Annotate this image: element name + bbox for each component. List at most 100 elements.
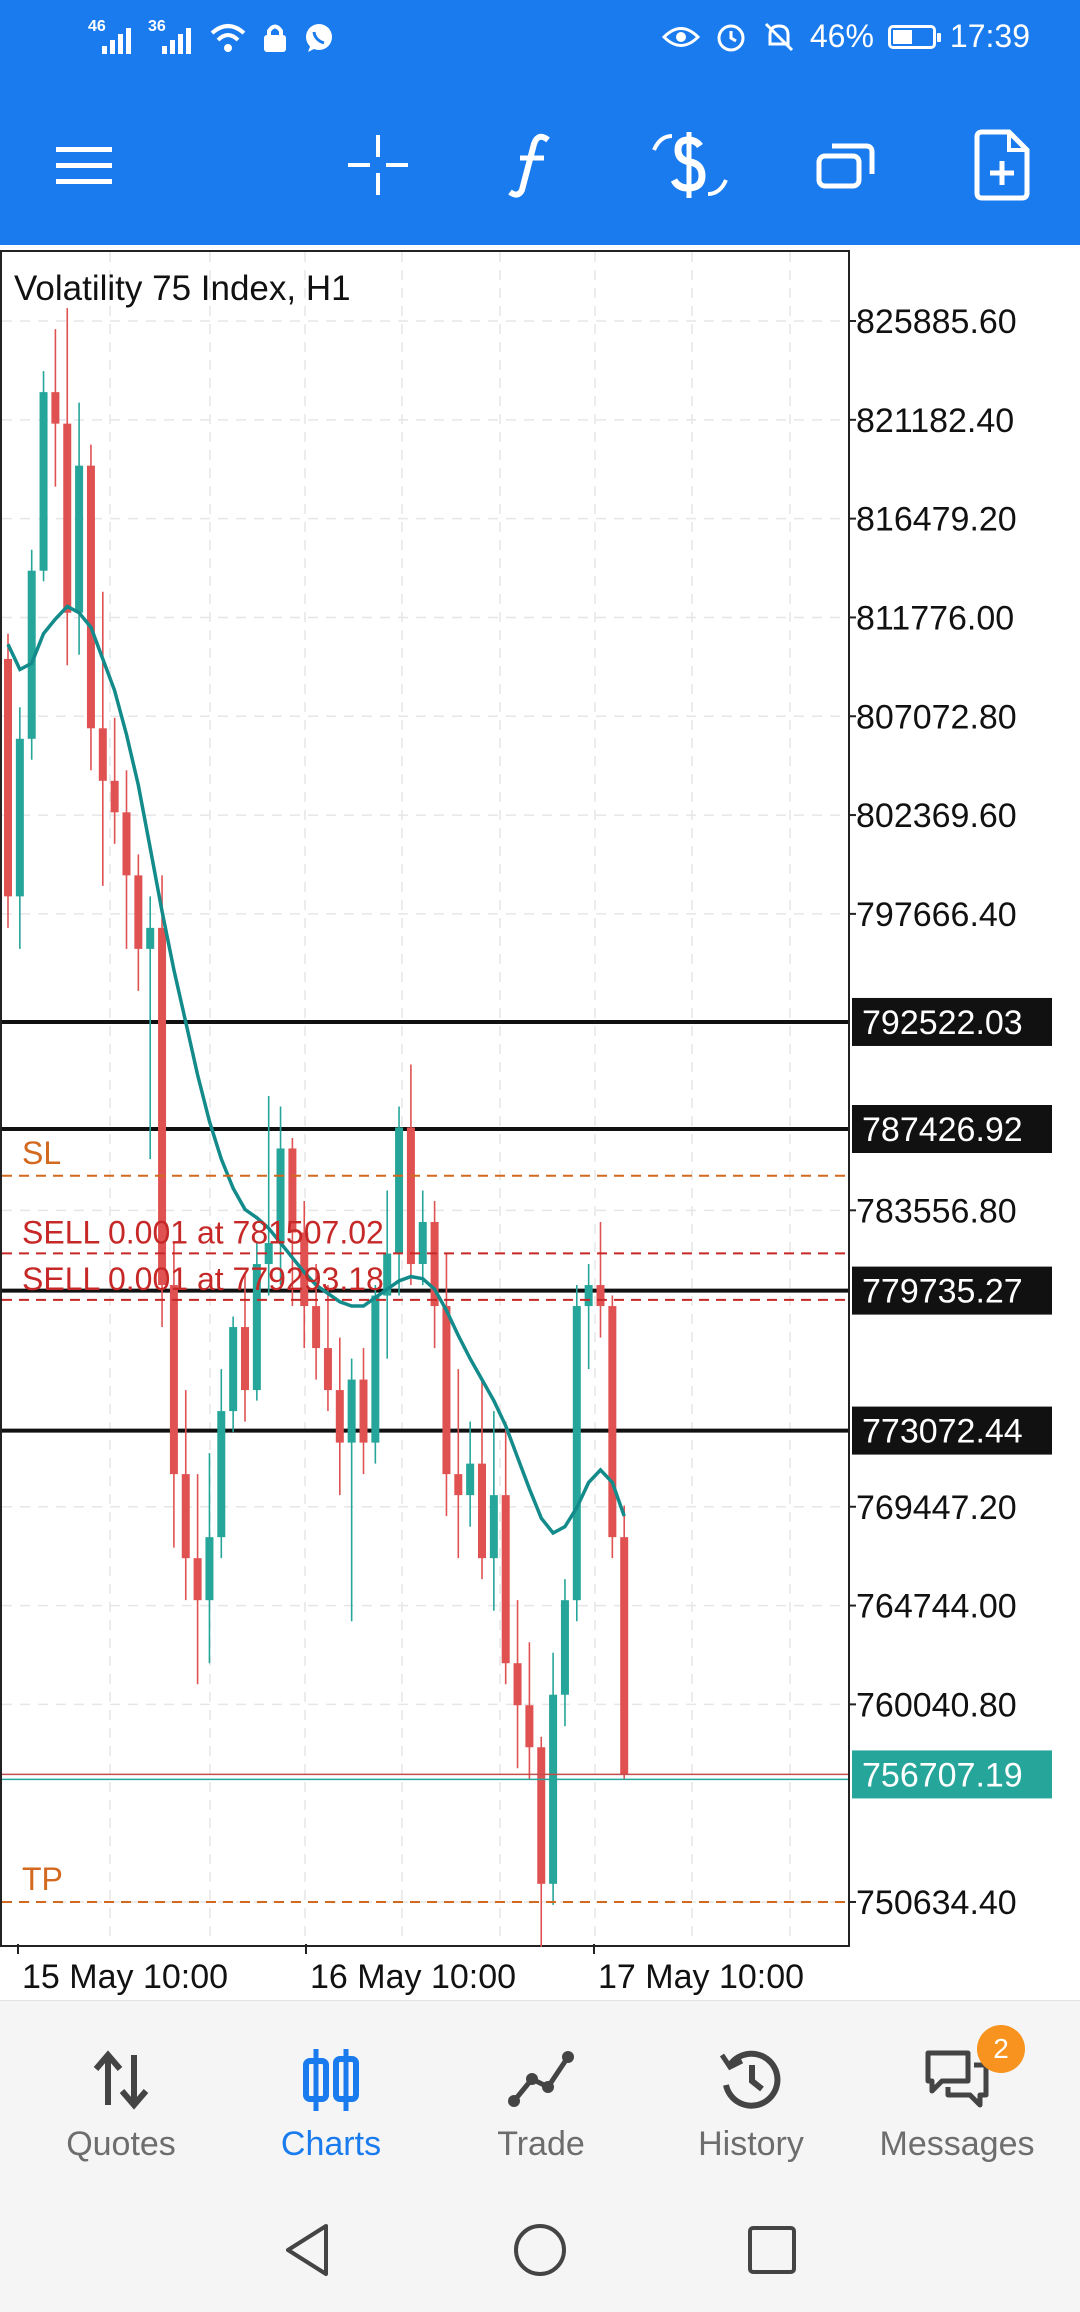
candle-bear [193, 1558, 202, 1601]
price-axis-label: 825885.60 [856, 303, 1017, 341]
price-line-badge [852, 1266, 1052, 1315]
whatsapp-icon [306, 24, 332, 52]
candle-bull [466, 1463, 475, 1496]
candle-bear [323, 1348, 332, 1391]
candle-bull [347, 1379, 356, 1443]
new-order-icon [974, 129, 1030, 201]
candle-bear [501, 1495, 510, 1664]
nav-history-label: History [698, 2125, 804, 2163]
recents-icon[interactable] [740, 2218, 804, 2282]
moving-average-line [6, 604, 626, 1536]
candle-bear [537, 1747, 546, 1884]
nav-charts-label: Charts [280, 2125, 382, 2163]
price-chart[interactable]: SL TP SELL 0.001 at 781507.02 SELL 0.001 at… [0, 250, 1080, 1995]
candle-bull [27, 570, 36, 739]
candle-bear [51, 392, 60, 424]
chart-title: Volatility 75 Index, H1 [14, 269, 351, 308]
nav-messages-label: Messages [879, 2125, 1035, 2163]
nav-charts[interactable]: Charts [231, 2001, 431, 2189]
windows-icon [816, 143, 875, 189]
candle-bear [406, 1127, 415, 1265]
price-axis-label: 797666.40 [856, 896, 1017, 934]
candle-bear [335, 1390, 344, 1443]
chart-area[interactable]: SL TP SELL 0.001 at 781507.02 SELL 0.001 at… [0, 250, 1080, 1995]
messages-badge: 2 [977, 2025, 1025, 2073]
sell-order-label: SELL 0.001 at 779293.18 [22, 1261, 384, 1297]
price-axis-label: 821182.40 [856, 402, 1014, 440]
candle-bull [39, 392, 48, 571]
candle-bear [110, 780, 119, 813]
crosshair-icon [348, 135, 408, 195]
candle-bear [513, 1663, 522, 1706]
nav-trade[interactable]: Trade [441, 2001, 641, 2189]
indicator-f-icon [508, 133, 550, 198]
trade-button[interactable] [650, 128, 730, 202]
candle-bear [478, 1463, 486, 1559]
candle-bull [560, 1600, 569, 1695]
status-right: 46% 17:39 [661, 18, 1030, 55]
candle-bull [75, 465, 84, 613]
crosshair-button[interactable] [338, 128, 418, 202]
lock-icon [264, 24, 286, 52]
candle-bull [146, 927, 155, 949]
wifi-icon [210, 24, 246, 52]
candle-bear [4, 658, 12, 897]
price-axis-label: 816479.20 [856, 501, 1017, 539]
clock: 17:39 [949, 18, 1030, 54]
candle-bull [264, 1243, 273, 1265]
candle-bear [86, 465, 95, 729]
app-header: 46 36 [0, 0, 1080, 245]
sell-order-label: SELL 0.001 at 781507.02 [22, 1214, 384, 1250]
battery-icon [887, 24, 941, 49]
status-bar: 46 36 [0, 0, 1080, 82]
candle-bear [300, 1232, 309, 1307]
price-line-label: 779735.27 [862, 1273, 1023, 1311]
candle-bull [252, 1264, 261, 1391]
home-icon[interactable] [508, 2218, 572, 2282]
plot-frame [0, 250, 850, 1947]
time-axis-label: 17 May 10:00 [598, 1958, 804, 1995]
candle-bear [63, 423, 72, 613]
take-profit-label: TP [22, 1861, 63, 1897]
time-axis-label: 15 May 10:00 [22, 1958, 228, 1995]
history-clock-icon [719, 2050, 781, 2109]
candle-bull [418, 1222, 427, 1265]
windows-button[interactable] [806, 128, 886, 202]
nav-messages[interactable]: 2 Messages [857, 2001, 1057, 2189]
nav-quotes-label: Quotes [66, 2125, 176, 2163]
chart-toolbar [0, 110, 1080, 220]
signal-icon-2: 36 [148, 18, 194, 58]
current-price-badge [852, 1750, 1052, 1799]
price-axis-label: 811776.00 [856, 599, 1014, 637]
network-type: 46 [88, 18, 106, 35]
price-axis-label: 750634.40 [856, 1884, 1017, 1922]
candle-bear [430, 1222, 439, 1307]
menu-button[interactable] [44, 128, 124, 202]
candle-bull [549, 1694, 558, 1884]
candles-icon [303, 2049, 359, 2111]
candle-bear [169, 1285, 178, 1475]
new-order-button[interactable] [962, 128, 1042, 202]
candle-bull [276, 1148, 285, 1244]
system-navigation [0, 2188, 1080, 2312]
candle-bear [98, 728, 107, 781]
candle-bull [371, 1295, 380, 1443]
stop-loss-label: SL [22, 1135, 61, 1171]
candle-bear [454, 1474, 463, 1496]
nav-quotes[interactable]: Quotes [21, 2001, 221, 2189]
candle-bear [241, 1327, 249, 1391]
price-axis-label: 764744.00 [856, 1588, 1017, 1626]
indicators-button[interactable] [493, 128, 573, 202]
chat-bubbles-icon [925, 2050, 989, 2108]
mute-icon [764, 22, 793, 51]
candle-bull [572, 1306, 581, 1601]
candle-bear [122, 812, 131, 876]
price-axis-label: 802369.60 [856, 797, 1017, 835]
price-line-label: 787426.92 [862, 1111, 1023, 1149]
candle-bear [181, 1474, 190, 1559]
nav-history[interactable]: History [651, 2001, 851, 2189]
back-icon[interactable] [276, 2218, 340, 2282]
candle-bull [15, 738, 24, 897]
price-axis-label: 769447.20 [856, 1489, 1017, 1527]
candle-bear [620, 1537, 629, 1775]
